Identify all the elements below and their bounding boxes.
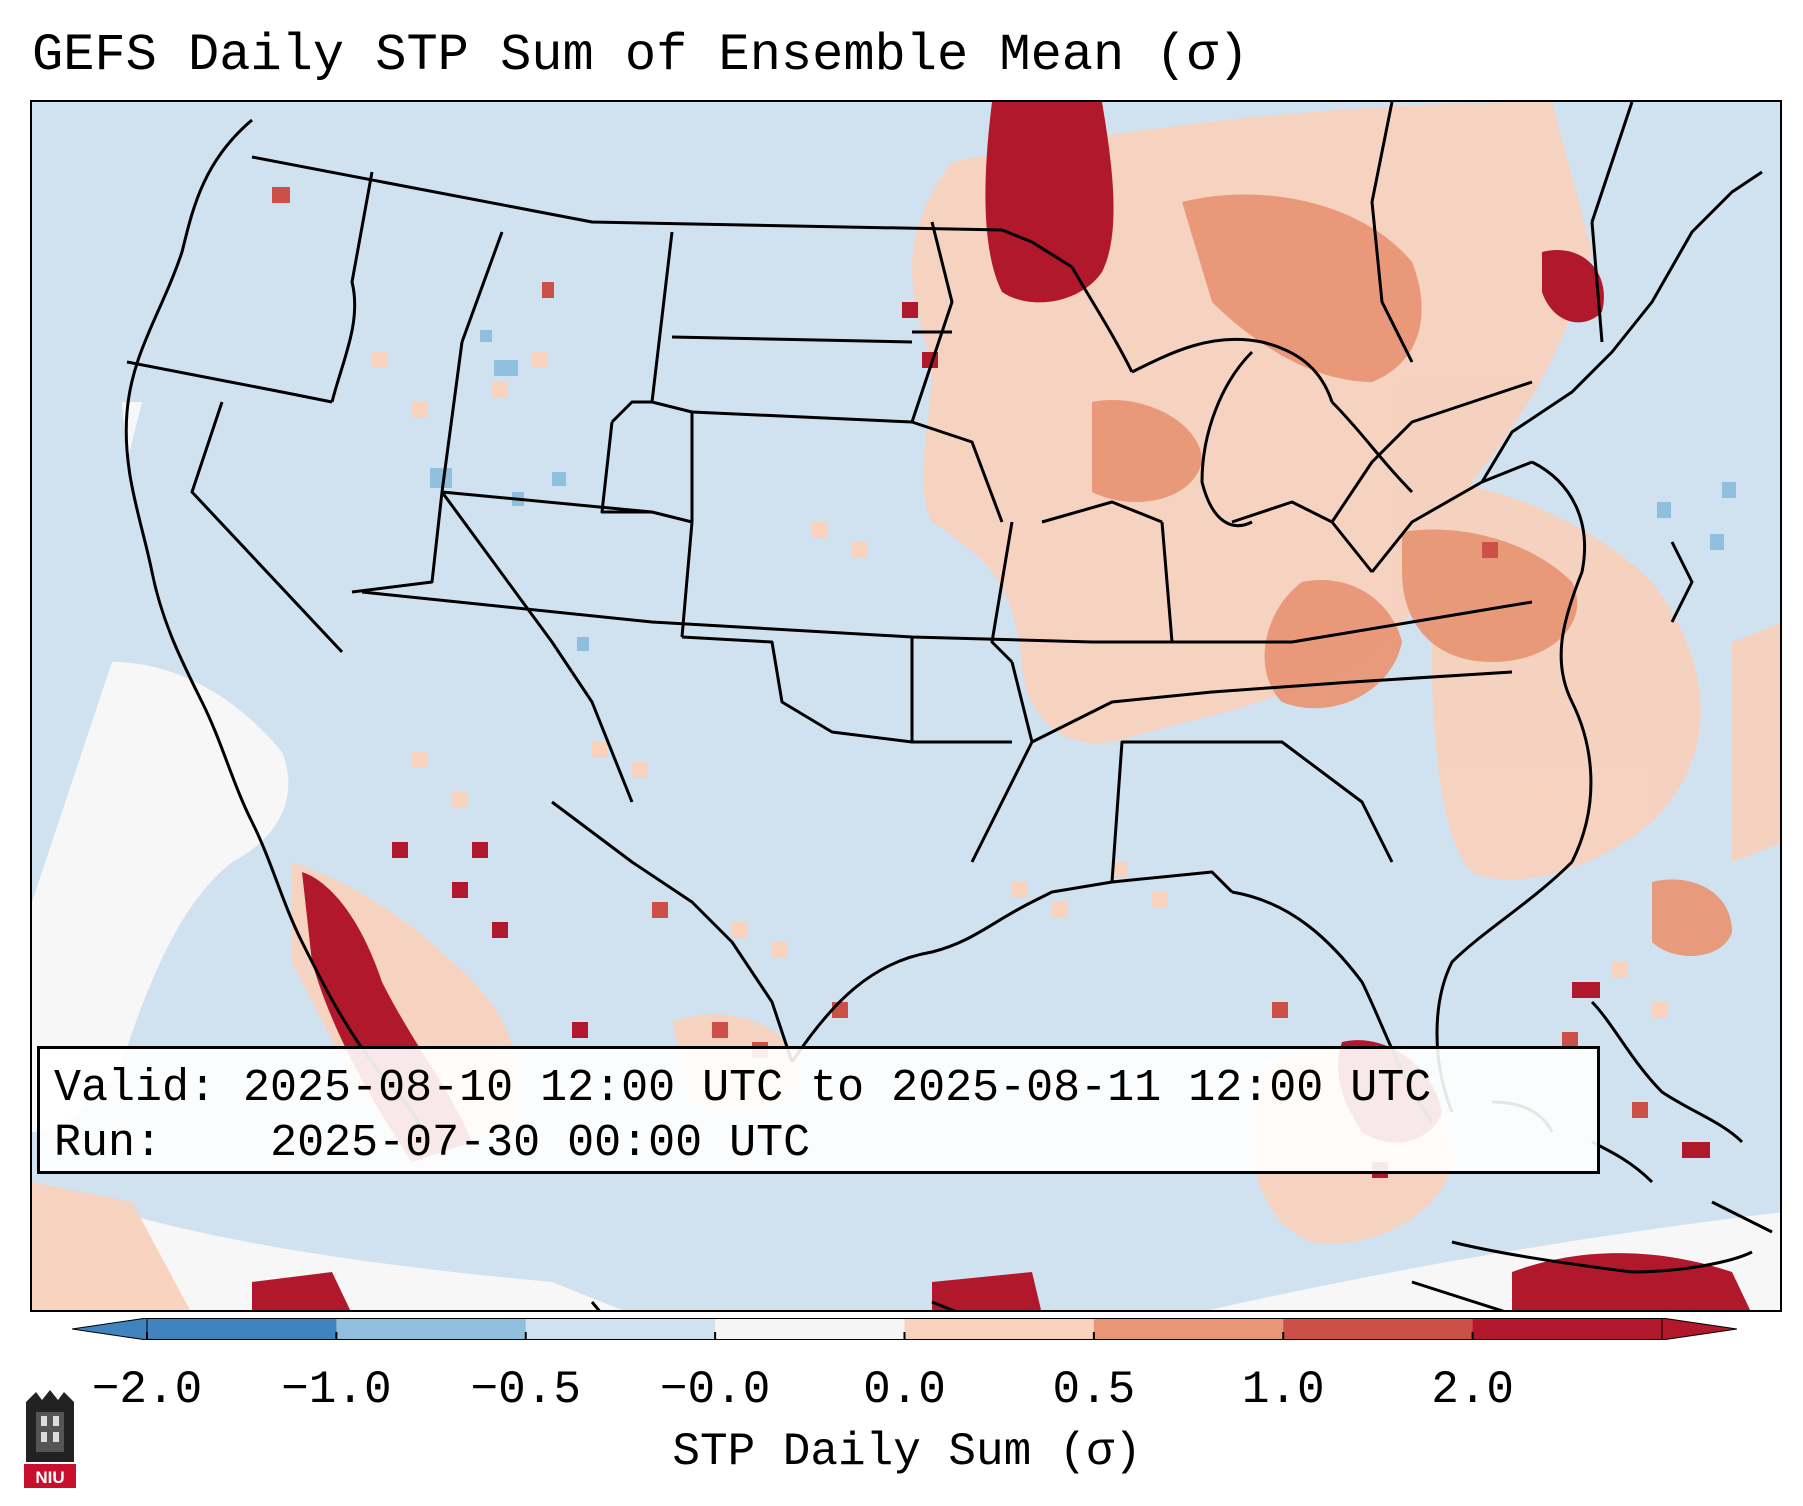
boundaries — [124, 102, 1773, 1310]
colorbar-segment — [1283, 1318, 1474, 1340]
colorbar — [72, 1318, 1737, 1340]
colorbar-segment — [525, 1318, 716, 1340]
colorbar-segment — [715, 1318, 905, 1340]
info-box: Valid: 2025-08-10 12:00 UTC to 2025-08-1… — [37, 1046, 1600, 1174]
run-line: Run: 2025-07-30 00:00 UTC — [54, 1116, 1583, 1171]
colorbar-segment — [336, 1318, 527, 1340]
colorbar-extend-high — [1661, 1318, 1737, 1340]
colorbar-tick-label: −0.5 — [470, 1364, 581, 1416]
conus-outline — [124, 118, 424, 1133]
run-label: Run: — [54, 1118, 163, 1169]
colorbar-tick-label: −0.0 — [659, 1364, 771, 1416]
positive-field-medium — [1092, 194, 1732, 956]
colorbar-tick-label: 0.0 — [863, 1364, 946, 1416]
colorbar-tick-label: 1.0 — [1241, 1364, 1325, 1416]
colorbar-segments — [72, 1318, 1737, 1340]
negative-cells — [430, 330, 1736, 651]
colorbar-tick-label: −2.0 — [91, 1364, 203, 1416]
scatter-cells-dark — [392, 302, 1710, 1178]
colorbar-segment — [904, 1318, 1095, 1340]
colorbar-tick-label: 0.5 — [1052, 1364, 1136, 1416]
colorbar-segment — [1093, 1318, 1284, 1340]
colorbar-segment — [147, 1318, 337, 1340]
valid-line: Valid: 2025-08-10 12:00 UTC to 2025-08-1… — [54, 1061, 1583, 1116]
colorbar-label: STP Daily Sum (σ) — [672, 1426, 1142, 1478]
valid-value: 2025-08-10 12:00 UTC to 2025-08-11 12:00… — [243, 1063, 1432, 1114]
map-title: GEFS Daily STP Sum of Ensemble Mean (σ) — [32, 26, 1249, 85]
logo-text: NIU — [35, 1468, 64, 1487]
run-value: 2025-07-30 00:00 UTC — [270, 1118, 811, 1169]
colorbar-tick-label: 2.0 — [1431, 1364, 1515, 1416]
colorbar-extend-low — [72, 1318, 148, 1340]
niu-logo-icon: NIU — [24, 1390, 76, 1488]
scatter-cells-light — [372, 352, 1668, 1018]
colorbar-tick-label: −1.0 — [281, 1364, 392, 1416]
colorbar-segment — [1472, 1318, 1663, 1340]
valid-label: Valid: — [54, 1063, 217, 1114]
